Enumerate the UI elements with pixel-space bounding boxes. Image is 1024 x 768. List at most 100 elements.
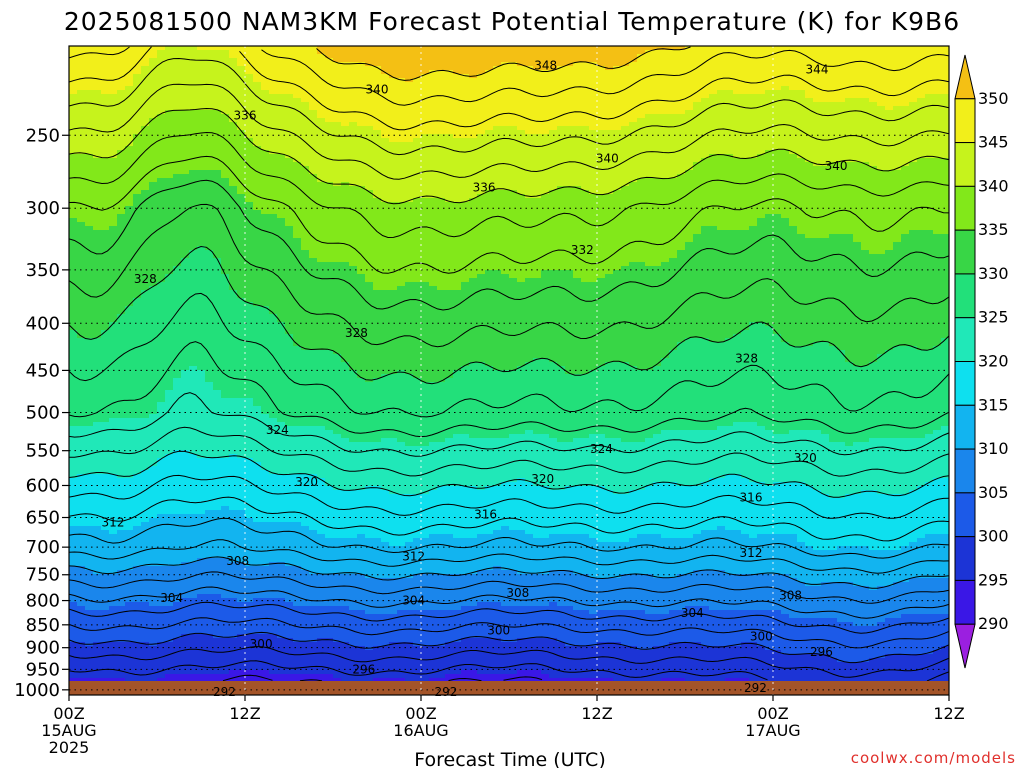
contour-fill-cell <box>197 622 206 627</box>
contour-fill-cell <box>85 82 94 87</box>
contour-fill-cell <box>93 214 102 219</box>
contour-fill-cell <box>125 318 134 323</box>
contour-fill-cell <box>269 502 278 507</box>
contour-fill-cell <box>261 226 270 231</box>
contour-fill-cell <box>109 402 118 407</box>
contour-fill-cell <box>173 446 182 451</box>
contour-fill-cell <box>189 322 198 327</box>
contour-fill-cell <box>77 162 86 167</box>
contour-fill-cell <box>141 646 150 651</box>
contour-fill-cell <box>205 658 214 663</box>
contour-fill-cell <box>213 510 222 515</box>
contour-fill-cell <box>117 666 126 671</box>
contour-fill-cell <box>125 158 134 163</box>
contour-fill-cell <box>93 310 102 315</box>
contour-fill-cell <box>173 70 182 75</box>
contour-fill-cell <box>133 250 142 255</box>
contour-fill-cell <box>77 482 86 487</box>
contour-fill-cell <box>165 434 174 439</box>
contour-fill-cell <box>157 130 166 135</box>
contour-fill-cell <box>181 250 190 255</box>
contour-fill-cell <box>149 498 158 503</box>
contour-fill-cell <box>141 174 150 179</box>
contour-fill-cell <box>93 210 102 215</box>
contour-fill-cell <box>133 522 142 527</box>
contour-fill-cell <box>149 286 158 291</box>
contour-fill-cell <box>277 274 286 279</box>
contour-fill-cell <box>285 334 294 339</box>
contour-fill-cell <box>261 530 270 535</box>
contour-fill-cell <box>189 438 198 443</box>
contour-fill-cell <box>133 426 142 431</box>
contour-fill-cell <box>149 122 158 127</box>
contour-fill-cell <box>117 306 126 311</box>
contour-fill-cell <box>109 606 118 611</box>
contour-fill-cell <box>93 226 102 231</box>
contour-fill-cell <box>69 330 78 335</box>
contour-fill-cell <box>149 654 158 659</box>
contour-fill-cell <box>173 274 182 279</box>
contour-fill-cell <box>85 610 94 615</box>
contour-fill-cell <box>237 502 246 507</box>
contour-fill-cell <box>245 210 254 215</box>
contour-fill-cell <box>133 566 142 571</box>
contour-fill-cell <box>69 190 78 195</box>
contour-fill-cell <box>93 514 102 519</box>
contour-fill-cell <box>85 534 94 539</box>
contour-fill-cell <box>269 338 278 343</box>
contour-fill-cell <box>157 670 166 675</box>
contour-fill-cell <box>277 258 286 263</box>
contour-fill-cell <box>189 610 198 615</box>
contour-fill-cell <box>189 454 198 459</box>
contour-fill-cell <box>277 46 286 51</box>
contour-fill-cell <box>205 354 214 359</box>
contour-fill-cell <box>197 486 206 491</box>
contour-fill-cell <box>157 102 166 107</box>
contour-fill-cell <box>93 478 102 483</box>
contour-fill-cell <box>197 150 206 155</box>
contour-fill-cell <box>173 518 182 523</box>
contour-fill-cell <box>253 234 262 239</box>
contour-fill-cell <box>109 582 118 587</box>
contour-fill-cell <box>269 154 278 159</box>
contour-fill-cell <box>93 566 102 571</box>
contour-fill-cell <box>85 78 94 83</box>
contour-fill-cell <box>77 390 86 395</box>
contour-fill-cell <box>189 278 198 283</box>
contour-fill-cell <box>189 46 198 51</box>
contour-fill-cell <box>141 94 150 99</box>
contour-fill-cell <box>117 526 126 531</box>
contour-fill-cell <box>133 590 142 595</box>
contour-fill-cell <box>141 186 150 191</box>
contour-fill-cell <box>125 86 134 91</box>
contour-fill-cell <box>109 662 118 667</box>
contour-fill-cell <box>197 414 206 419</box>
contour-fill-cell <box>269 646 278 651</box>
contour-fill-cell <box>221 438 230 443</box>
contour-fill-cell <box>205 462 214 467</box>
contour-fill-cell <box>261 262 270 267</box>
contour-fill-cell <box>165 510 174 515</box>
contour-fill-cell <box>133 446 142 451</box>
contour-fill-cell <box>205 46 214 51</box>
contour-fill-cell <box>293 498 302 503</box>
contour-fill-cell <box>125 654 134 659</box>
contour-fill-cell <box>69 470 78 475</box>
contour-fill-cell <box>205 94 214 99</box>
contour-fill-cell <box>301 122 310 127</box>
contour-fill-cell <box>141 66 150 71</box>
contour-fill-cell <box>309 90 318 95</box>
contour-fill-cell <box>109 342 118 347</box>
contour-fill-cell <box>253 286 262 291</box>
contour-fill-cell <box>133 498 142 503</box>
contour-fill-cell <box>309 70 318 75</box>
contour-fill-cell <box>125 454 134 459</box>
contour-fill-cell <box>125 586 134 591</box>
contour-fill-cell <box>141 242 150 247</box>
contour-fill-cell <box>69 174 78 179</box>
contour-fill-cell <box>165 310 174 315</box>
contour-fill-cell <box>261 622 270 627</box>
contour-fill-cell <box>221 82 230 87</box>
contour-fill-cell <box>133 486 142 491</box>
contour-fill-cell <box>189 514 198 519</box>
